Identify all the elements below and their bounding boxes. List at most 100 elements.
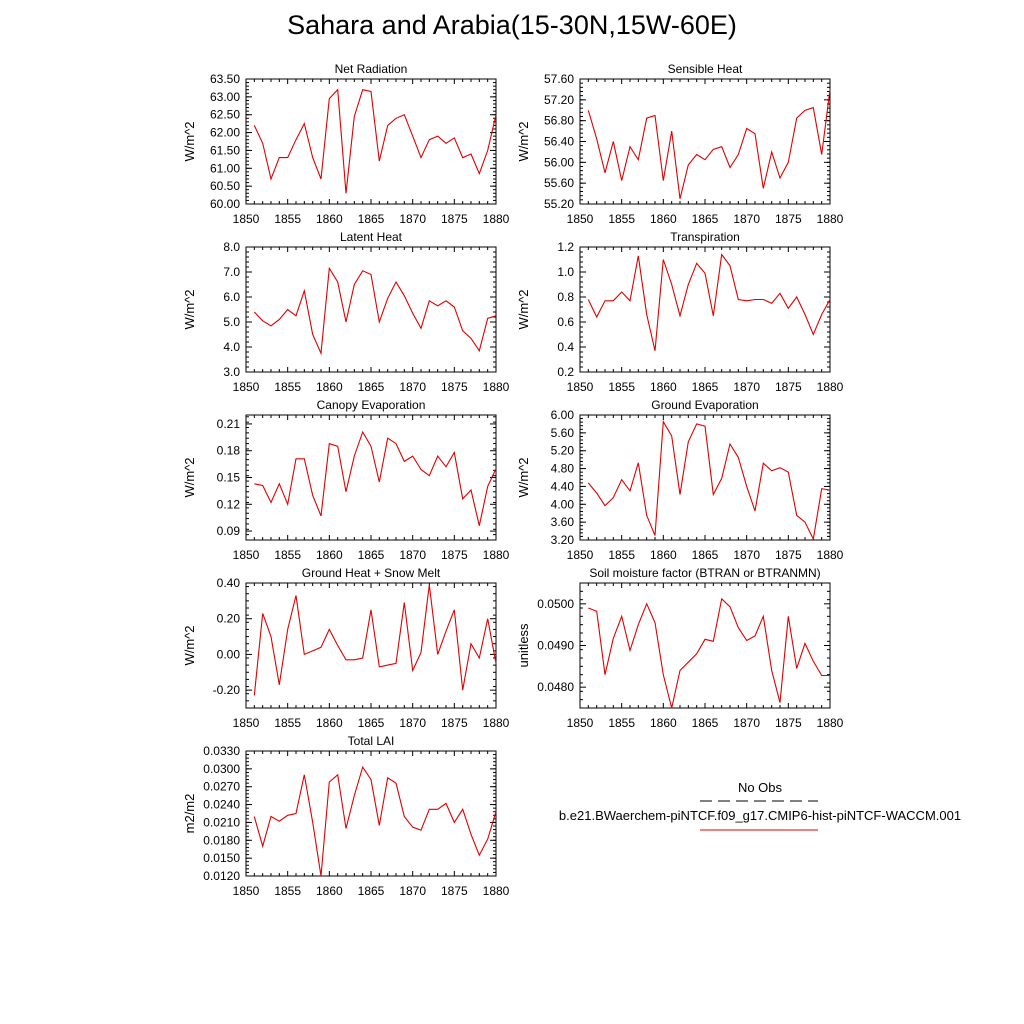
y-tick-label: 62.00 (210, 126, 240, 140)
x-tick-label: 1865 (358, 380, 385, 394)
x-tick-label: 1860 (650, 212, 677, 226)
panel-title: Latent Heat (340, 230, 403, 244)
panel-title: Soil moisture factor (BTRAN or BTRANMN) (589, 566, 820, 580)
y-tick-label: 3.20 (551, 533, 575, 547)
x-tick-label: 1865 (358, 716, 385, 730)
x-tick-label: 1850 (233, 212, 260, 226)
x-tick-label: 1855 (608, 380, 635, 394)
y-tick-label: 60.00 (210, 197, 240, 211)
x-tick-label: 1870 (399, 548, 426, 562)
panel-6: Ground Heat + Snow Melt W/m^2 1850 1855 1860… (182, 566, 510, 730)
y-tick-label: 0.0500 (537, 597, 574, 611)
series-line-0 (588, 597, 830, 709)
plot-frame (579, 246, 831, 373)
panel-3: Transpiration W/m^2 1850 1855 1860 1865 1870 18… (516, 230, 844, 394)
x-tick-label: 1855 (608, 212, 635, 226)
x-tick-label: 1860 (316, 548, 343, 562)
x-tick-label: 1875 (441, 548, 468, 562)
x-tick-label: 1875 (441, 884, 468, 898)
y-tick-label: 56.80 (544, 114, 574, 128)
y-tick-label: 3.60 (551, 515, 575, 529)
x-tick-label: 1860 (650, 380, 677, 394)
y-tick-label: 56.40 (544, 135, 574, 149)
x-tick-label: 1880 (817, 716, 844, 730)
y-tick-label: 61.00 (210, 161, 240, 175)
y-tick-label: 0.0120 (203, 869, 240, 883)
panel-title: Net Radiation (335, 62, 408, 76)
series-line-0 (253, 584, 497, 696)
y-tick-label: 0.8 (557, 290, 574, 304)
x-tick-label: 1880 (483, 716, 510, 730)
x-tick-label: 1850 (567, 716, 594, 730)
y-axis-label: W/m^2 (516, 457, 531, 497)
x-tick-label: 1865 (692, 548, 719, 562)
panel-title: Transpiration (670, 230, 740, 244)
y-tick-label: 57.20 (544, 93, 574, 107)
y-tick-label: 4.80 (551, 462, 575, 476)
series-line-0 (587, 253, 831, 351)
x-tick-label: 1875 (775, 548, 802, 562)
y-tick-label: 0.18 (217, 444, 241, 458)
y-axis-label: W/m^2 (182, 121, 197, 161)
y-tick-label: 1.2 (557, 240, 574, 254)
y-tick-label: 0.0330 (203, 744, 240, 758)
x-tick-label: 1880 (483, 548, 510, 562)
x-tick-label: 1875 (441, 716, 468, 730)
y-axis-label: W/m^2 (516, 289, 531, 329)
panel-0: Net Radiation W/m^2 1850 1855 1860 1865 1870 18… (182, 62, 510, 226)
y-tick-label: 0.0240 (203, 798, 240, 812)
y-tick-label: 63.00 (210, 90, 240, 104)
y-tick-label: 0.0270 (203, 780, 240, 794)
y-tick-label: 5.20 (551, 444, 575, 458)
panel-1: Sensible Heat W/m^2 1850 1855 1860 1865 1870 18… (516, 62, 844, 226)
y-axis-label: W/m^2 (182, 625, 197, 665)
x-tick-label: 1855 (274, 884, 301, 898)
x-tick-label: 1865 (692, 380, 719, 394)
y-tick-label: -0.20 (213, 683, 241, 697)
x-tick-label: 1880 (483, 212, 510, 226)
y-tick-label: 0.21 (217, 417, 241, 431)
x-tick-label: 1865 (358, 212, 385, 226)
panel-title: Total LAI (348, 734, 395, 748)
series-line-0 (587, 419, 831, 541)
y-tick-label: 0.40 (217, 576, 241, 590)
x-tick-label: 1860 (316, 884, 343, 898)
panel-7: Soil moisture factor (BTRAN or BTRANMN) u… (516, 566, 844, 730)
x-tick-label: 1875 (775, 212, 802, 226)
panel-4: Canopy Evaporation W/m^2 1850 1855 1860 1865 1… (182, 398, 510, 562)
y-tick-label: 0.0490 (537, 639, 574, 653)
y-axis-label: W/m^2 (516, 121, 531, 161)
x-tick-label: 1880 (817, 380, 844, 394)
y-tick-label: 55.20 (544, 197, 574, 211)
series-line-0 (587, 89, 831, 199)
x-tick-label: 1850 (233, 716, 260, 730)
x-tick-label: 1860 (650, 716, 677, 730)
panel-title: Ground Evaporation (651, 398, 758, 412)
x-tick-label: 1860 (650, 548, 677, 562)
x-tick-label: 1855 (274, 716, 301, 730)
x-tick-label: 1855 (274, 548, 301, 562)
panel-title: Sensible Heat (668, 62, 743, 76)
x-tick-label: 1875 (775, 716, 802, 730)
x-tick-label: 1865 (358, 548, 385, 562)
x-tick-label: 1855 (274, 380, 301, 394)
x-tick-label: 1850 (233, 548, 260, 562)
x-tick-label: 1870 (399, 380, 426, 394)
y-tick-label: 60.50 (210, 179, 240, 193)
y-tick-label: 4.00 (551, 497, 575, 511)
y-tick-label: 0.0480 (537, 680, 574, 694)
series-line-0 (254, 430, 497, 526)
x-tick-label: 1860 (316, 716, 343, 730)
plot-frame (245, 246, 497, 373)
x-tick-label: 1870 (733, 716, 760, 730)
plot-frame (579, 414, 831, 541)
y-axis-label: unitless (516, 623, 531, 668)
x-tick-label: 1860 (316, 212, 343, 226)
x-tick-label: 1855 (608, 716, 635, 730)
y-tick-label: 6.0 (223, 290, 240, 304)
y-tick-label: 0.00 (217, 647, 241, 661)
x-tick-label: 1870 (733, 548, 760, 562)
y-tick-label: 4.40 (551, 479, 575, 493)
panel-5: Ground Evaporation W/m^2 1850 1855 1860 1865 1… (516, 398, 844, 562)
